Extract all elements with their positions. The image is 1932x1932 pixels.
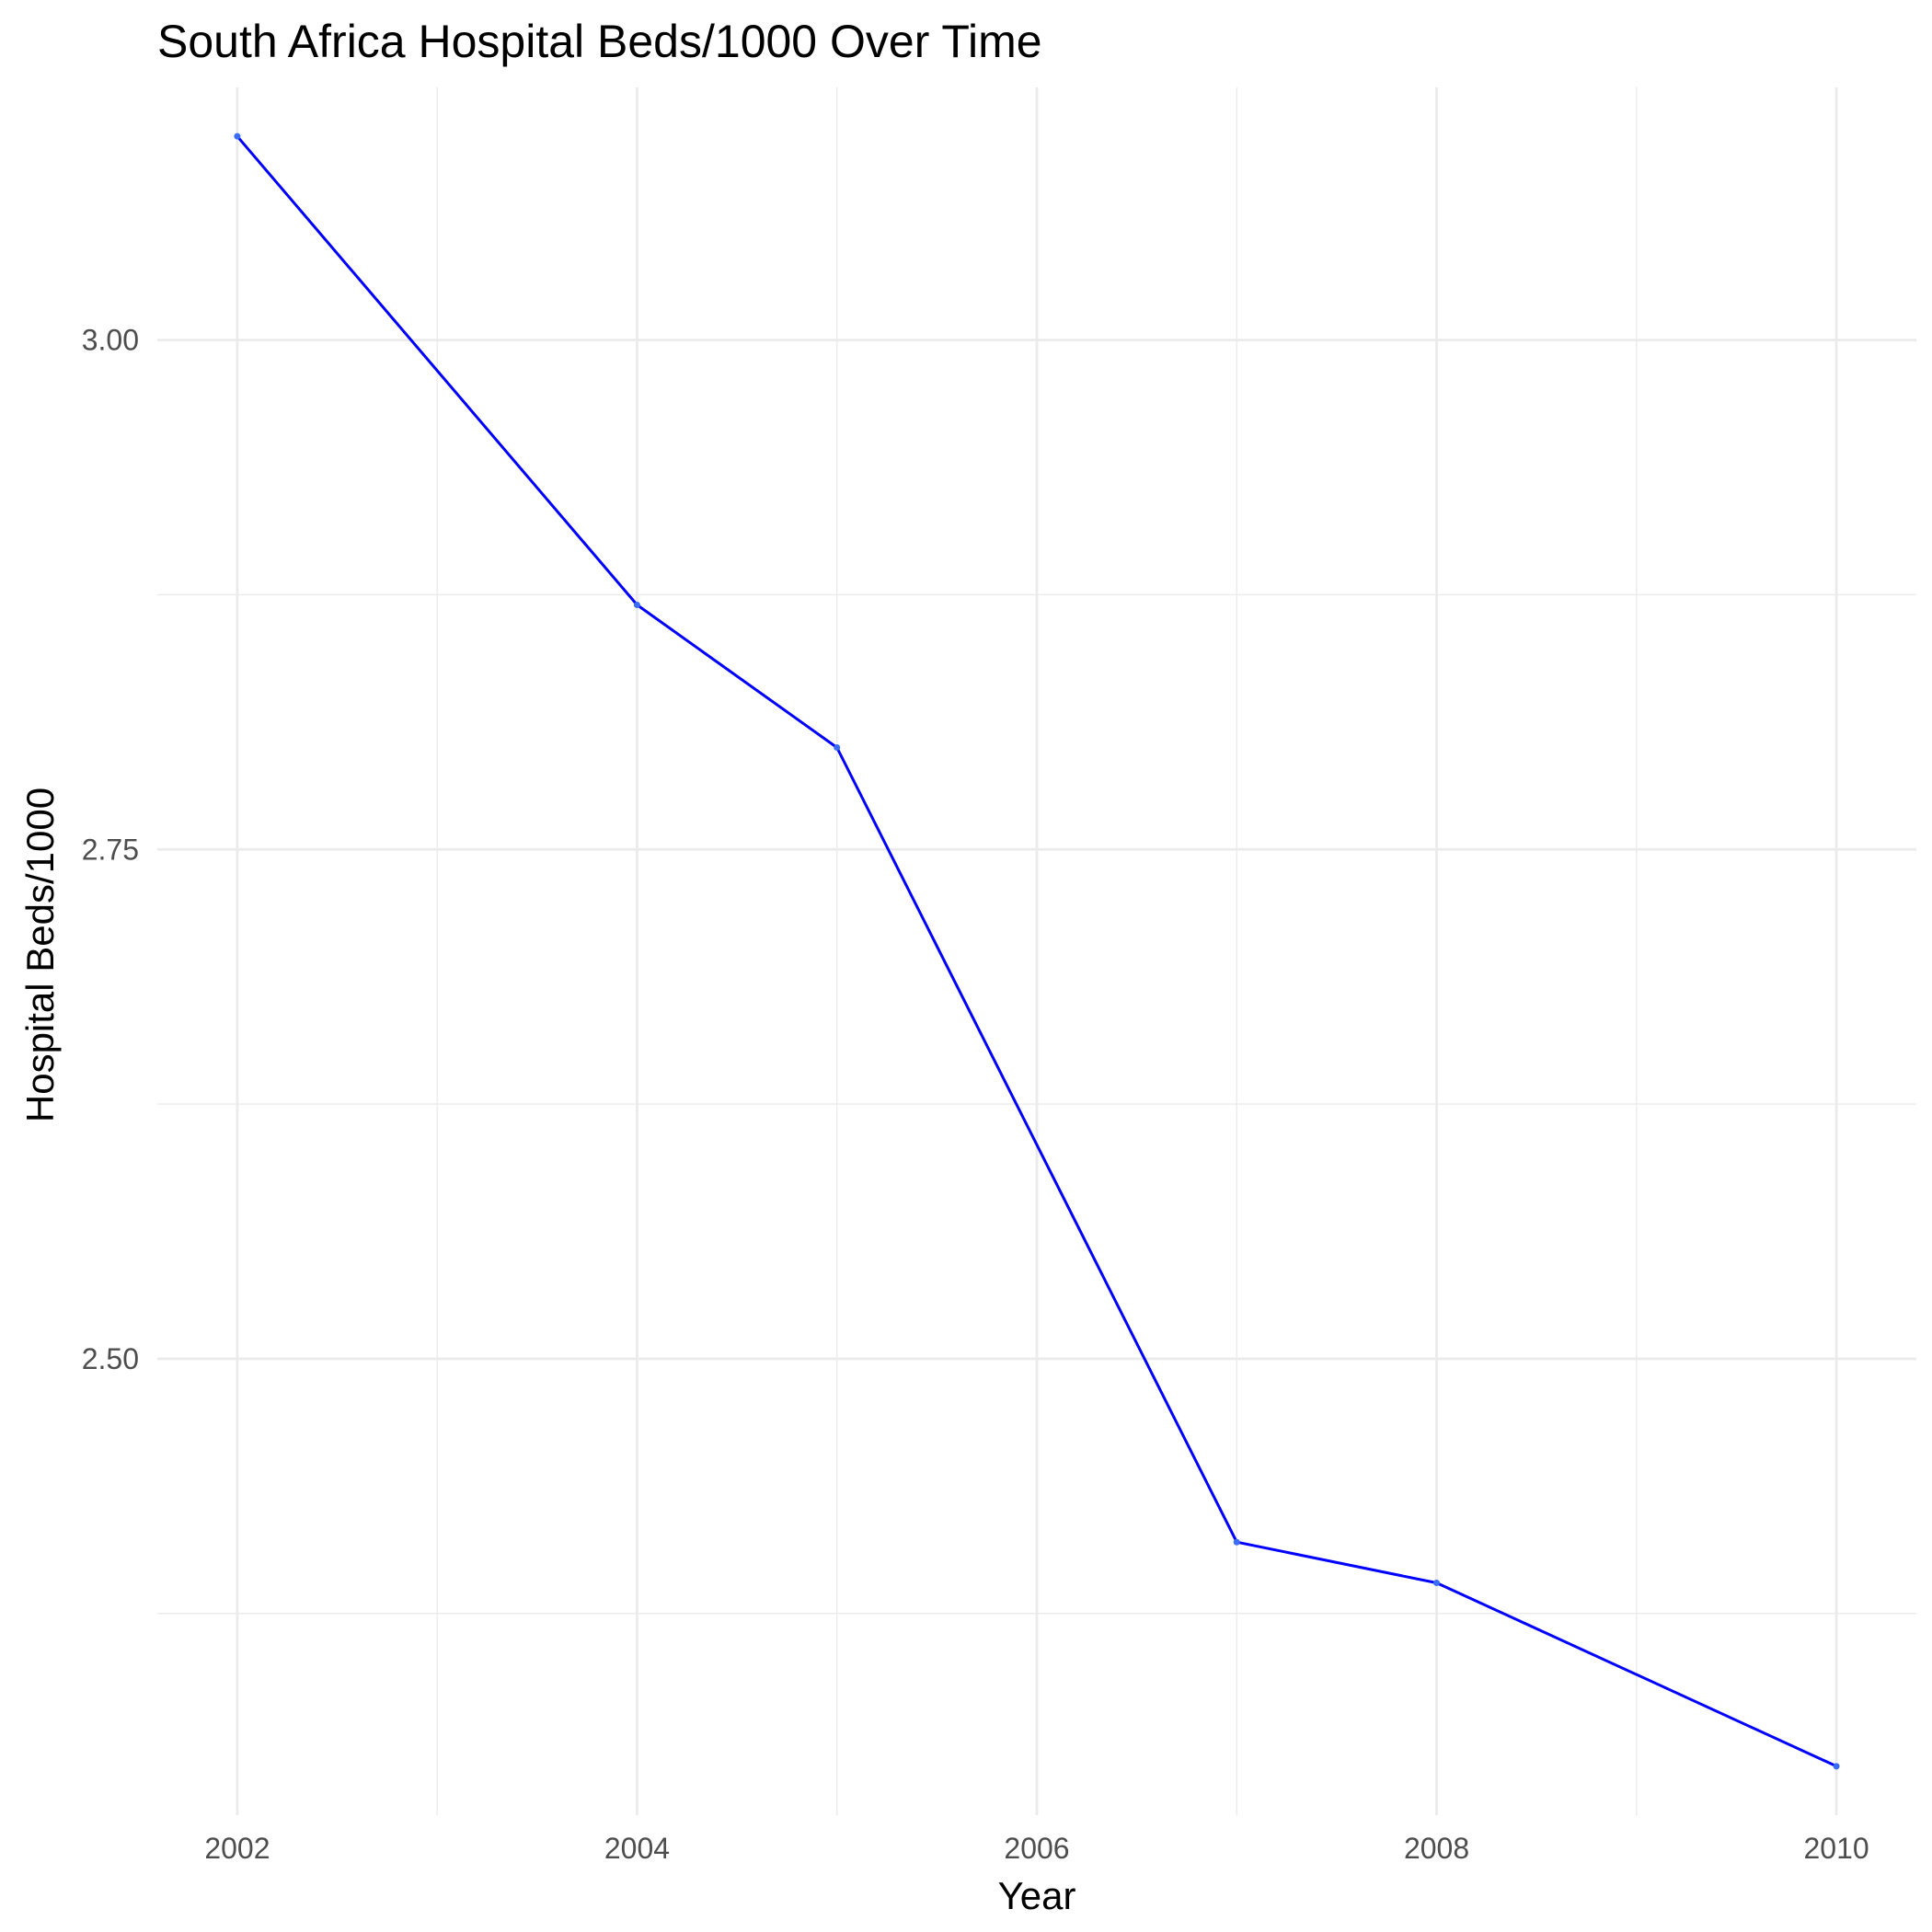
data-point	[234, 132, 241, 140]
data-point	[1833, 1763, 1840, 1770]
x-tick-label: 2006	[1004, 1832, 1069, 1865]
x-tick-label: 2002	[204, 1832, 270, 1865]
points-layer	[234, 132, 1840, 1770]
y-tick-label: 2.75	[82, 833, 139, 866]
x-tick-label: 2010	[1803, 1832, 1869, 1865]
x-axis-tick-labels: 2002 2004 2006 2008 2010	[204, 1832, 1869, 1865]
x-axis-title: Year	[998, 1874, 1076, 1917]
major-gridlines	[157, 87, 1916, 1815]
chart-title: South Africa Hospital Beds/1000 Over Tim…	[157, 16, 1042, 67]
x-tick-label: 2004	[604, 1832, 670, 1865]
data-point	[834, 744, 841, 752]
y-axis-tick-labels: 2.50 2.75 3.00	[82, 324, 139, 1375]
series-layer	[236, 134, 1838, 1768]
data-point	[1433, 1580, 1441, 1587]
y-tick-label: 3.00	[82, 324, 139, 357]
series-line	[236, 134, 1838, 1768]
y-axis-title: Hospital Beds/1000	[18, 788, 62, 1122]
y-tick-label: 2.50	[82, 1342, 139, 1375]
data-point	[1233, 1538, 1240, 1546]
data-point	[633, 602, 640, 609]
x-tick-label: 2008	[1404, 1832, 1469, 1865]
